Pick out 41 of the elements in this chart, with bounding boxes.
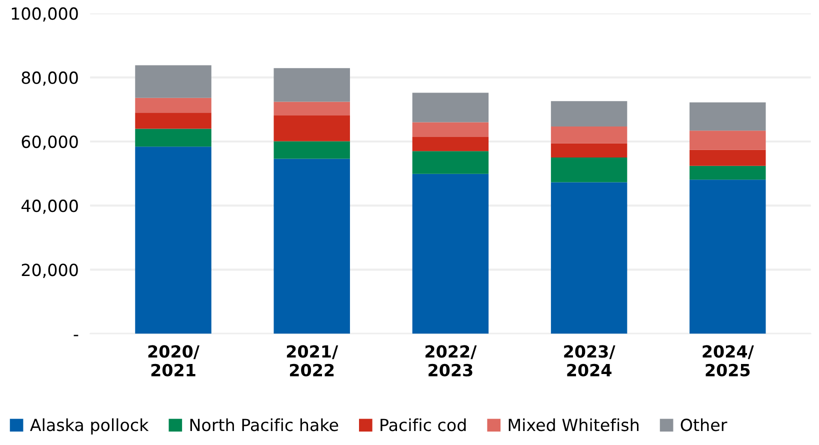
y-tick-label: 80,000: [22, 71, 78, 86]
bar: [690, 166, 766, 180]
bar: [550, 126, 628, 144]
y-tick-label: 40,000: [21, 200, 78, 214]
bar: [135, 65, 212, 98]
y-tick-label: -: [74, 334, 78, 336]
legend-label: Pacific cod: [380, 418, 466, 432]
y-tick-label: 20,000: [22, 264, 78, 278]
bar: [135, 128, 212, 147]
x-tick-label: 2021/ 2022: [286, 345, 338, 376]
bar: [412, 137, 489, 152]
bar: [274, 68, 350, 102]
bar: [274, 158, 350, 334]
legend-label: Alaska pollock: [30, 418, 149, 434]
bar: [550, 143, 628, 158]
bar: [135, 98, 212, 113]
legend-label: Mixed Whitefish: [508, 418, 638, 432]
bar: [550, 158, 628, 182]
bar: [690, 102, 766, 131]
y-tick-label: 100,000: [12, 7, 78, 22]
bar: [135, 112, 212, 129]
bar: [274, 116, 350, 142]
bar: [690, 180, 766, 334]
legend-label: North Pacific hake: [190, 418, 338, 432]
bar: [412, 174, 489, 334]
legend-label: Other: [680, 418, 728, 432]
bar: [690, 130, 766, 150]
x-tick-label: 2022/ 2023: [426, 345, 477, 376]
y-tick-label: 60,000: [22, 135, 78, 150]
bar: [690, 150, 766, 166]
bar: [412, 151, 489, 174]
bar: [550, 182, 628, 334]
bar: [135, 146, 212, 334]
x-tick-label: 2020/ 2021: [148, 345, 200, 376]
bar: [412, 92, 489, 122]
bar: [274, 141, 350, 159]
x-tick-label: 2024/ 2025: [702, 345, 754, 376]
bar: [550, 101, 628, 126]
x-tick-label: 2023/ 2024: [564, 345, 616, 376]
bar: [274, 102, 350, 116]
bar: [412, 122, 489, 138]
